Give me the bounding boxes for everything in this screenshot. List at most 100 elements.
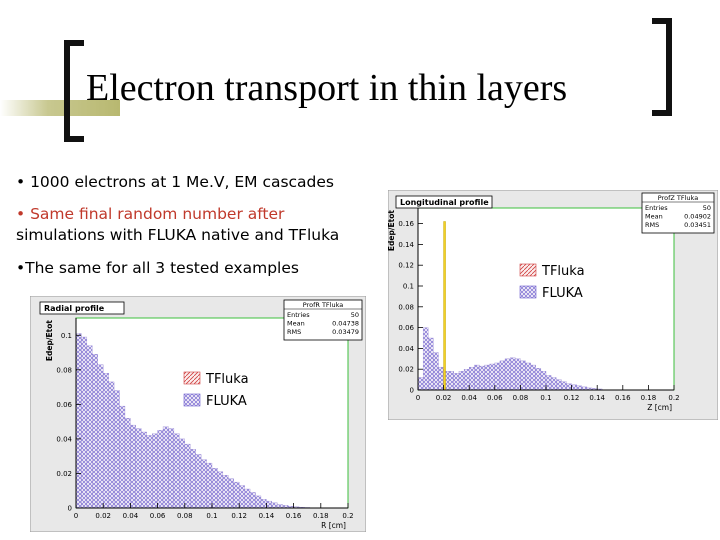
x-tick-label: 0.12 (564, 394, 580, 402)
bullet-3: •The same for all 3 tested examples (16, 259, 299, 277)
x-tick-label: 0.08 (177, 512, 193, 520)
histogram-bar (130, 424, 136, 509)
x-axis-label: R [cm] (321, 521, 346, 530)
stats-box (641, 192, 715, 234)
histogram-bar (92, 354, 98, 509)
x-axis-label: Z [cm] (647, 403, 672, 412)
x-tick-label: 0.14 (589, 394, 605, 402)
histogram-bar (556, 379, 562, 391)
histogram-bar (200, 459, 207, 509)
legend-swatch-fluka (183, 393, 201, 407)
histogram-bar (222, 475, 229, 509)
y-tick-label: 0 (68, 505, 72, 513)
histogram-bar (81, 336, 88, 509)
y-tick-label: 0.12 (398, 262, 414, 270)
histogram-bar (255, 495, 262, 509)
x-tick-label: 0.1 (540, 394, 551, 402)
histogram-bar (566, 383, 572, 391)
histogram-bar (271, 502, 278, 509)
legend-swatch-tfluka (183, 371, 201, 385)
histogram-bar (494, 362, 501, 391)
x-tick-label: 0.02 (436, 394, 452, 402)
header-accent-bar (0, 100, 120, 116)
y-tick-label: 0.04 (398, 345, 414, 353)
histogram-bar (239, 485, 245, 509)
histogram-bar (561, 381, 567, 391)
histogram-bar (463, 369, 470, 391)
histogram-bar (422, 327, 429, 391)
y-tick-label: 0.1 (403, 283, 414, 291)
right-bracket (652, 18, 672, 116)
histogram-bar (249, 492, 256, 509)
stats-key: RMS (287, 328, 301, 336)
histogram-bar (484, 364, 490, 391)
histogram-bar (453, 373, 460, 391)
x-tick-label: 0.16 (615, 394, 631, 402)
histogram-bar (119, 405, 126, 509)
radial-profile-plot: 0 0.02 0.04 0.06 0.08 0.1 0.12 0.14 0.16 0.18 0.2 0… (29, 295, 367, 533)
histogram-bar (228, 478, 234, 509)
x-tick-label: 0.18 (641, 394, 657, 402)
histogram-bar (173, 433, 180, 509)
legend-label-fluka: FLUKA (206, 394, 247, 409)
x-tick-label: 0 (416, 394, 420, 402)
histogram-bar (97, 364, 104, 509)
histogram-bar (433, 352, 439, 391)
x-tick-label: 0.14 (259, 512, 275, 520)
y-tick-label: 0.06 (398, 324, 414, 332)
histogram-bar (157, 430, 164, 509)
y-tick-label: 0.1 (61, 332, 72, 340)
bullet-2-line-1: • Same final random number after (16, 205, 285, 223)
histogram-bar (162, 426, 169, 509)
histogram-bar (535, 368, 542, 391)
panel-label: Radial profile (44, 304, 105, 313)
histogram-bar (520, 360, 526, 391)
histogram-bar (108, 381, 115, 509)
histogram-bar (499, 360, 506, 391)
histogram-bar (469, 366, 475, 391)
legend-swatch-fluka (519, 285, 537, 299)
plot-frame (417, 207, 675, 391)
histogram-bar (525, 362, 531, 391)
stats-value: 0.04738 (332, 320, 359, 328)
y-tick-label: 0.02 (56, 470, 72, 478)
histogram-bar (168, 428, 175, 509)
stats-value: 50 (703, 204, 711, 212)
histogram-bar (438, 366, 444, 391)
x-tick-label: 0.12 (231, 512, 247, 520)
histogram-spike-bar (443, 221, 446, 391)
x-tick-label: 0.06 (487, 394, 503, 402)
x-tick-label: 0.16 (286, 512, 302, 520)
histogram-bar (504, 358, 511, 391)
legend-label-tfluka: TFluka (541, 264, 585, 279)
x-tick-label: 0.2 (342, 512, 353, 520)
stats-title: ProfR TFluka (303, 301, 343, 309)
y-tick-label: 0.06 (56, 401, 72, 409)
histogram-bar (576, 385, 582, 391)
panel-label: Longitudinal profile (400, 198, 489, 207)
histogram-bar (103, 373, 109, 509)
histogram-bar (195, 454, 202, 509)
histogram-bar (515, 358, 521, 391)
y-tick-label: 0.04 (56, 435, 72, 443)
histogram-bar (206, 462, 213, 509)
bullet-2-line-2: simulations with FLUKA native and TFluka (16, 226, 340, 244)
x-tick-label: 0.02 (95, 512, 111, 520)
panel-label-box (39, 301, 125, 315)
stats-box (283, 299, 363, 341)
histogram-bar (489, 363, 495, 391)
legend-swatch-tfluka (519, 263, 537, 277)
histogram-bar (233, 481, 240, 509)
histogram-bar (86, 345, 93, 509)
histogram-bar (530, 364, 536, 391)
histogram-bar (179, 438, 185, 509)
panel-label-box (395, 195, 493, 209)
histogram-bar (540, 371, 547, 391)
stats-value: 0.03479 (332, 328, 359, 336)
x-tick-label: 0.06 (150, 512, 166, 520)
y-tick-label: 0.02 (398, 366, 414, 374)
histogram-bar (135, 428, 142, 509)
histogram-bar (458, 371, 465, 391)
stats-key: Mean (645, 213, 663, 221)
y-axis-label: Edep/Etot (45, 320, 54, 362)
